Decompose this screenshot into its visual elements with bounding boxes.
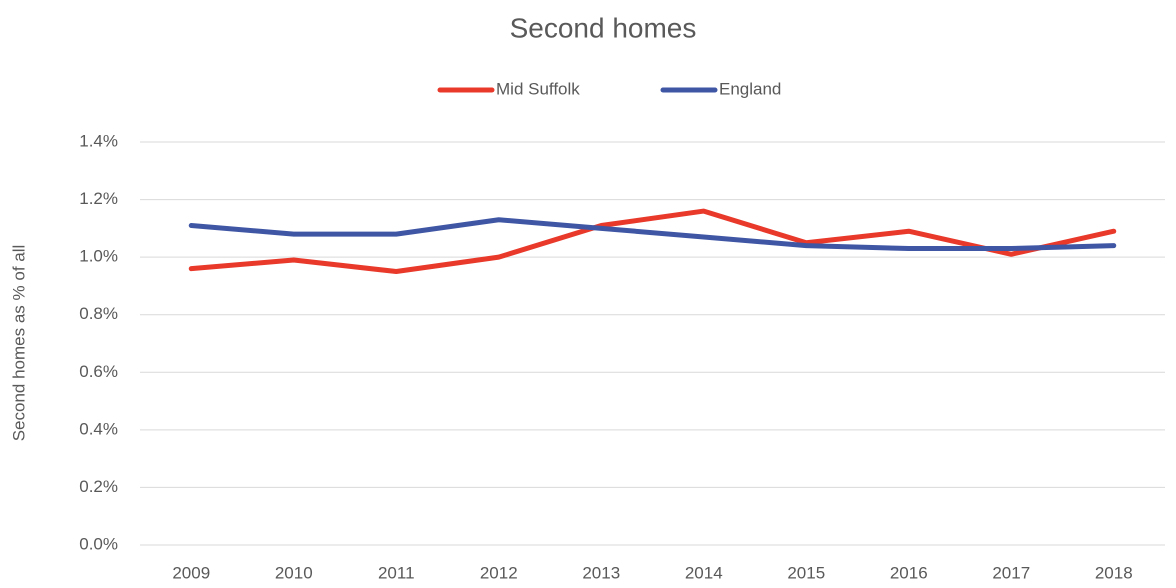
legend-label: Mid Suffolk bbox=[496, 79, 580, 98]
y-tick-label: 0.6% bbox=[79, 362, 118, 381]
y-tick-label: 0.4% bbox=[79, 419, 118, 438]
y-tick-label: 0.8% bbox=[79, 304, 118, 323]
x-tick-label: 2010 bbox=[275, 563, 313, 582]
x-tick-label: 2011 bbox=[378, 563, 415, 582]
chart-title: Second homes bbox=[510, 12, 697, 43]
x-tick-label: 2014 bbox=[685, 563, 723, 582]
y-tick-label: 1.0% bbox=[79, 247, 118, 266]
y-tick-label: 1.4% bbox=[79, 131, 118, 150]
y-axis-label: Second homes as % of all bbox=[9, 245, 28, 442]
x-tick-label: 2015 bbox=[787, 563, 825, 582]
line-series bbox=[188, 217, 1117, 252]
x-tick-label: 2017 bbox=[992, 563, 1030, 582]
legend-label: England bbox=[719, 79, 781, 98]
y-tick-label: 0.2% bbox=[79, 477, 118, 496]
x-tick-label: 2013 bbox=[582, 563, 620, 582]
x-tick-label: 2009 bbox=[172, 563, 210, 582]
x-tick-label: 2018 bbox=[1095, 563, 1133, 582]
y-tick-label: 1.2% bbox=[79, 189, 118, 208]
x-tick-label: 2012 bbox=[480, 563, 518, 582]
x-tick-label: 2016 bbox=[890, 563, 928, 582]
y-tick-label: 0.0% bbox=[79, 534, 118, 553]
line-series bbox=[188, 208, 1117, 275]
